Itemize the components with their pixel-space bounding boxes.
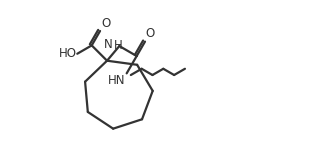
Text: H: H (114, 39, 123, 52)
Text: HO: HO (58, 47, 76, 60)
Text: O: O (146, 27, 155, 40)
Text: N: N (104, 38, 112, 51)
Text: HN: HN (108, 74, 126, 87)
Text: O: O (101, 17, 110, 30)
